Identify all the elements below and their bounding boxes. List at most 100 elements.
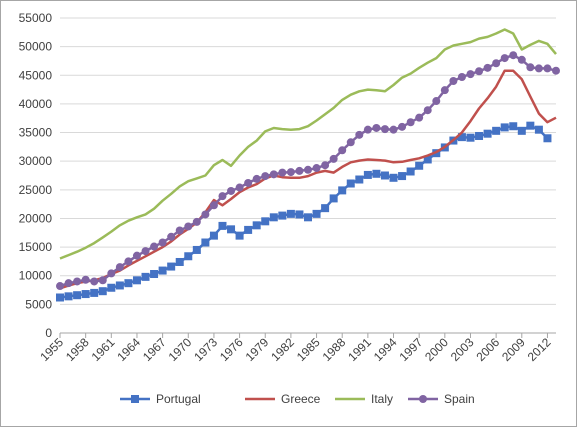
data-point-greece bbox=[230, 198, 233, 201]
data-point-spain bbox=[338, 146, 347, 155]
data-point-spain bbox=[363, 125, 372, 134]
data-point-portugal bbox=[124, 279, 133, 288]
data-point-italy bbox=[315, 119, 318, 122]
data-point-italy bbox=[384, 90, 387, 93]
y-tick-label: 40000 bbox=[19, 97, 53, 111]
data-point-spain bbox=[380, 125, 389, 134]
data-point-portugal bbox=[115, 281, 124, 290]
data-point-spain bbox=[227, 186, 236, 195]
x-tick-label: 1967 bbox=[140, 335, 169, 364]
data-point-greece bbox=[529, 95, 532, 98]
data-point-greece bbox=[444, 146, 447, 149]
data-point-italy bbox=[444, 48, 447, 51]
data-point-portugal bbox=[380, 171, 389, 180]
data-point-portugal bbox=[329, 194, 338, 203]
data-point-italy bbox=[555, 53, 558, 56]
data-point-italy bbox=[469, 41, 472, 44]
data-point-portugal bbox=[227, 225, 236, 234]
data-point-greece bbox=[350, 161, 353, 164]
series-spain bbox=[56, 51, 560, 291]
data-point-portugal bbox=[363, 170, 372, 179]
data-point-spain bbox=[81, 275, 90, 284]
data-point-spain bbox=[209, 201, 218, 210]
x-tick-label: 2009 bbox=[499, 335, 528, 364]
x-tick-label: 1979 bbox=[243, 335, 272, 364]
series-line-portugal bbox=[59, 124, 549, 299]
data-point-spain bbox=[73, 277, 82, 286]
data-point-portugal bbox=[406, 167, 415, 176]
data-point-italy bbox=[119, 224, 122, 227]
data-point-spain bbox=[398, 122, 407, 131]
data-point-greece bbox=[367, 158, 370, 161]
data-point-greece bbox=[290, 177, 293, 180]
data-point-greece bbox=[221, 204, 224, 207]
data-point-portugal bbox=[269, 213, 278, 222]
legend-label-italy: Italy bbox=[371, 392, 393, 406]
data-point-italy bbox=[127, 219, 130, 222]
data-point-greece bbox=[478, 107, 481, 110]
y-tick-label: 45000 bbox=[19, 68, 53, 82]
data-point-spain bbox=[329, 154, 338, 163]
data-point-italy bbox=[375, 89, 378, 92]
x-tick-label: 1961 bbox=[89, 335, 118, 364]
y-tick-label: 30000 bbox=[19, 154, 53, 168]
data-point-spain bbox=[346, 138, 355, 147]
data-point-greece bbox=[503, 69, 506, 72]
legend-item-greece: Greece bbox=[245, 392, 321, 406]
data-point-portugal bbox=[304, 213, 312, 222]
data-point-portugal bbox=[244, 225, 253, 234]
data-point-greece bbox=[358, 159, 361, 162]
data-point-italy bbox=[238, 154, 241, 157]
legend-item-portugal: Portugal bbox=[120, 392, 201, 406]
data-point-spain bbox=[295, 166, 304, 175]
data-point-greece bbox=[461, 131, 464, 134]
data-point-spain bbox=[483, 63, 492, 72]
data-point-spain bbox=[141, 247, 150, 256]
data-point-italy bbox=[178, 185, 181, 188]
x-tick-label: 1970 bbox=[166, 335, 195, 364]
data-point-italy bbox=[418, 67, 421, 70]
data-point-italy bbox=[452, 44, 455, 47]
data-point-portugal bbox=[175, 257, 184, 266]
data-point-italy bbox=[546, 43, 549, 46]
data-point-spain bbox=[415, 113, 424, 122]
data-point-portugal bbox=[209, 231, 218, 240]
plot-area bbox=[56, 28, 560, 302]
data-point-spain bbox=[90, 277, 99, 286]
y-tick-label: 20000 bbox=[19, 211, 53, 225]
x-tick-label: 1988 bbox=[320, 335, 349, 364]
data-point-greece bbox=[452, 139, 455, 142]
data-point-italy bbox=[538, 40, 541, 43]
data-point-portugal bbox=[218, 221, 227, 230]
data-point-italy bbox=[247, 146, 250, 149]
x-tick-label: 2003 bbox=[448, 335, 477, 364]
data-point-portugal bbox=[389, 173, 398, 182]
data-point-italy bbox=[512, 32, 515, 35]
data-point-italy bbox=[503, 28, 506, 31]
data-point-italy bbox=[102, 236, 105, 239]
data-point-spain bbox=[372, 123, 381, 132]
y-tick-label: 15000 bbox=[19, 240, 53, 254]
data-point-italy bbox=[332, 107, 335, 110]
data-point-portugal bbox=[483, 129, 492, 138]
data-point-italy bbox=[529, 44, 532, 47]
data-point-italy bbox=[76, 250, 79, 253]
data-point-portugal bbox=[295, 210, 304, 219]
data-point-italy bbox=[196, 177, 199, 180]
x-tick-label: 1982 bbox=[268, 335, 297, 364]
data-point-greece bbox=[136, 260, 139, 263]
data-point-italy bbox=[59, 257, 62, 260]
x-tick-label: 1997 bbox=[397, 335, 426, 364]
x-tick-label: 1955 bbox=[37, 335, 66, 364]
data-point-spain bbox=[526, 63, 535, 72]
data-point-portugal bbox=[192, 245, 201, 254]
data-point-spain bbox=[201, 210, 210, 219]
data-point-italy bbox=[153, 207, 156, 210]
series-line-italy bbox=[59, 28, 557, 260]
data-point-greece bbox=[341, 166, 344, 169]
data-point-italy bbox=[486, 36, 489, 39]
data-point-spain bbox=[244, 178, 253, 187]
data-point-spain bbox=[466, 70, 475, 79]
data-point-spain bbox=[269, 170, 278, 179]
data-point-italy bbox=[204, 174, 207, 177]
